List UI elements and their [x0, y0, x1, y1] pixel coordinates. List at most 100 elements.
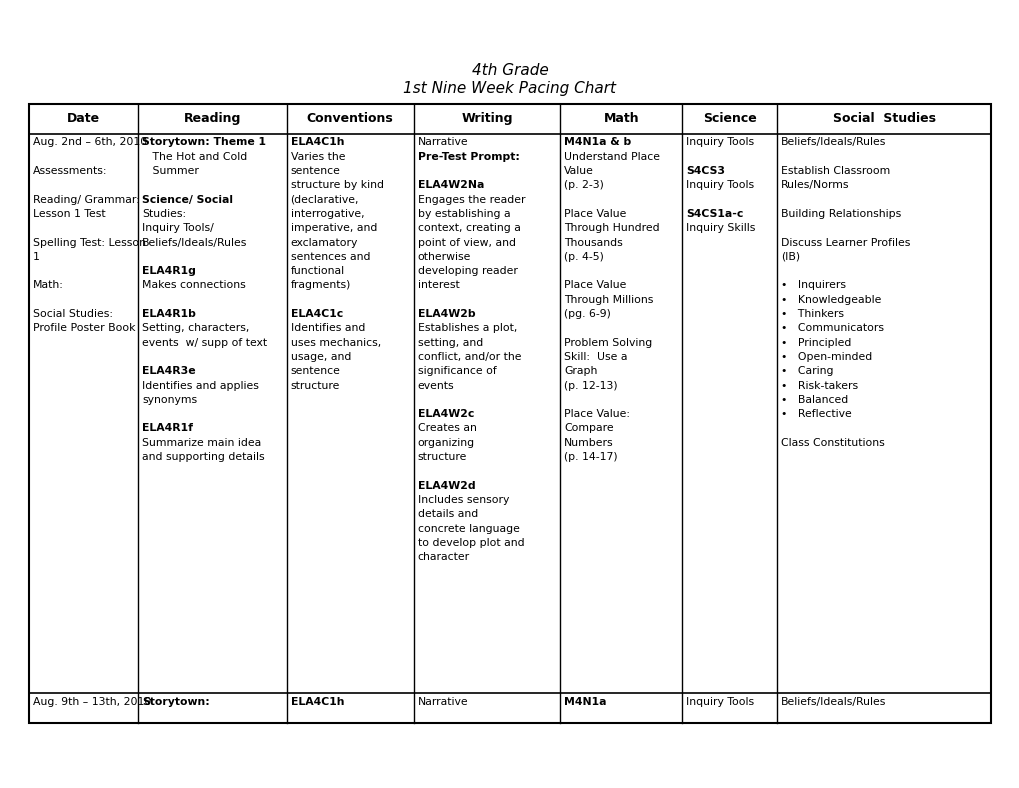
Text: Math: Math: [603, 113, 638, 125]
Text: (p. 12-13): (p. 12-13): [564, 381, 618, 391]
Text: Establish Classroom: Establish Classroom: [780, 166, 890, 176]
Text: Thousands: Thousands: [564, 237, 623, 247]
Text: otherwise: otherwise: [418, 252, 471, 262]
Text: Studies:: Studies:: [143, 209, 186, 219]
Text: •   Inquirers: • Inquirers: [780, 281, 845, 291]
Text: and supporting details: and supporting details: [143, 452, 265, 462]
Text: sentences and: sentences and: [290, 252, 370, 262]
Text: Discuss Learner Profiles: Discuss Learner Profiles: [780, 237, 909, 247]
Text: Narrative: Narrative: [418, 697, 468, 707]
Text: Inquiry Skills: Inquiry Skills: [686, 223, 755, 233]
Text: ELA4R1g: ELA4R1g: [143, 266, 196, 276]
Text: Varies the: Varies the: [290, 152, 344, 162]
Text: (p. 2-3): (p. 2-3): [564, 180, 603, 191]
Text: ELA4C1h: ELA4C1h: [290, 697, 343, 707]
Text: (pg. 6-9): (pg. 6-9): [564, 309, 610, 319]
Text: Spelling Test: Lesson: Spelling Test: Lesson: [33, 237, 146, 247]
Text: M4N1a & b: M4N1a & b: [564, 137, 631, 147]
Text: Class Constitutions: Class Constitutions: [780, 438, 883, 448]
Text: 1: 1: [33, 252, 40, 262]
Text: •   Thinkers: • Thinkers: [780, 309, 843, 319]
Text: Beliefs/Ideals/Rules: Beliefs/Ideals/Rules: [780, 137, 886, 147]
Text: •   Principled: • Principled: [780, 338, 850, 348]
Text: details and: details and: [418, 509, 478, 519]
Text: exclamatory: exclamatory: [290, 237, 358, 247]
Text: events  w/ supp of text: events w/ supp of text: [143, 338, 267, 348]
Bar: [29, 104, 990, 723]
Text: Summer: Summer: [143, 166, 199, 176]
Text: synonyms: synonyms: [143, 395, 198, 405]
Text: Identifies and: Identifies and: [290, 323, 365, 333]
Text: structure by kind: structure by kind: [290, 180, 383, 191]
Text: context, creating a: context, creating a: [418, 223, 520, 233]
Text: Conventions: Conventions: [307, 113, 393, 125]
Text: sentence: sentence: [290, 166, 340, 176]
Text: Inquiry Tools: Inquiry Tools: [686, 697, 754, 707]
Text: structure: structure: [418, 452, 467, 462]
Text: Aug. 9th – 13th, 2010: Aug. 9th – 13th, 2010: [33, 697, 151, 707]
Text: Identifies and applies: Identifies and applies: [143, 381, 259, 391]
Text: 1st Nine Week Pacing Chart: 1st Nine Week Pacing Chart: [404, 81, 615, 96]
Text: Problem Solving: Problem Solving: [564, 338, 652, 348]
Text: point of view, and: point of view, and: [418, 237, 516, 247]
Text: Value: Value: [564, 166, 593, 176]
Text: imperative, and: imperative, and: [290, 223, 377, 233]
Text: S4CS1a-c: S4CS1a-c: [686, 209, 743, 219]
Text: Reading: Reading: [183, 113, 240, 125]
Text: fragments): fragments): [290, 281, 351, 291]
Text: (declarative,: (declarative,: [290, 195, 359, 205]
Text: Engages the reader: Engages the reader: [418, 195, 525, 205]
Text: Rules/Norms: Rules/Norms: [780, 180, 849, 191]
Text: Place Value: Place Value: [564, 209, 626, 219]
Text: Storytown: Theme 1: Storytown: Theme 1: [143, 137, 266, 147]
Text: Narrative: Narrative: [418, 137, 468, 147]
Text: Reading/ Grammar:: Reading/ Grammar:: [33, 195, 140, 205]
Text: Through Hundred: Through Hundred: [564, 223, 659, 233]
Text: Skill:  Use a: Skill: Use a: [564, 352, 627, 362]
Text: interrogative,: interrogative,: [290, 209, 364, 219]
Text: sentence: sentence: [290, 366, 340, 376]
Text: Inquiry Tools: Inquiry Tools: [686, 137, 754, 147]
Text: •   Risk-takers: • Risk-takers: [780, 381, 857, 391]
Text: Science/ Social: Science/ Social: [143, 195, 233, 205]
Text: (p. 4-5): (p. 4-5): [564, 252, 603, 262]
Text: Place Value: Place Value: [564, 281, 626, 291]
Text: (IB): (IB): [780, 252, 799, 262]
Text: Profile Poster Book: Profile Poster Book: [33, 323, 135, 333]
Text: Understand Place: Understand Place: [564, 152, 659, 162]
Text: Numbers: Numbers: [564, 438, 613, 448]
Text: events: events: [418, 381, 453, 391]
Text: •   Knowledgeable: • Knowledgeable: [780, 295, 880, 305]
Text: setting, and: setting, and: [418, 338, 482, 348]
Text: Through Millions: Through Millions: [564, 295, 653, 305]
Text: developing reader: developing reader: [418, 266, 517, 276]
Text: Summarize main idea: Summarize main idea: [143, 438, 261, 448]
Text: Writing: Writing: [461, 113, 513, 125]
Text: •   Open-minded: • Open-minded: [780, 352, 871, 362]
Text: •   Caring: • Caring: [780, 366, 833, 376]
Text: interest: interest: [418, 281, 459, 291]
Text: ELA4C1c: ELA4C1c: [290, 309, 342, 319]
Text: The Hot and Cold: The Hot and Cold: [143, 152, 248, 162]
Text: to develop plot and: to develop plot and: [418, 538, 524, 548]
Text: •   Communicators: • Communicators: [780, 323, 882, 333]
Text: usage, and: usage, and: [290, 352, 351, 362]
Text: •   Reflective: • Reflective: [780, 409, 851, 419]
Text: Place Value:: Place Value:: [564, 409, 630, 419]
Text: Inquiry Tools: Inquiry Tools: [686, 180, 754, 191]
Text: by establishing a: by establishing a: [418, 209, 510, 219]
Text: Assessments:: Assessments:: [33, 166, 107, 176]
Text: functional: functional: [290, 266, 344, 276]
Text: •   Balanced: • Balanced: [780, 395, 847, 405]
Text: 4th Grade: 4th Grade: [471, 63, 548, 78]
Text: Establishes a plot,: Establishes a plot,: [418, 323, 517, 333]
Text: character: character: [418, 552, 470, 562]
Text: conflict, and/or the: conflict, and/or the: [418, 352, 521, 362]
Text: Storytown:: Storytown:: [143, 697, 210, 707]
Text: uses mechanics,: uses mechanics,: [290, 338, 380, 348]
Text: Inquiry Tools/: Inquiry Tools/: [143, 223, 214, 233]
Text: ELA4R1b: ELA4R1b: [143, 309, 196, 319]
Text: significance of: significance of: [418, 366, 496, 376]
Text: ELA4C1h: ELA4C1h: [290, 137, 343, 147]
Text: Beliefs/Ideals/Rules: Beliefs/Ideals/Rules: [143, 237, 248, 247]
